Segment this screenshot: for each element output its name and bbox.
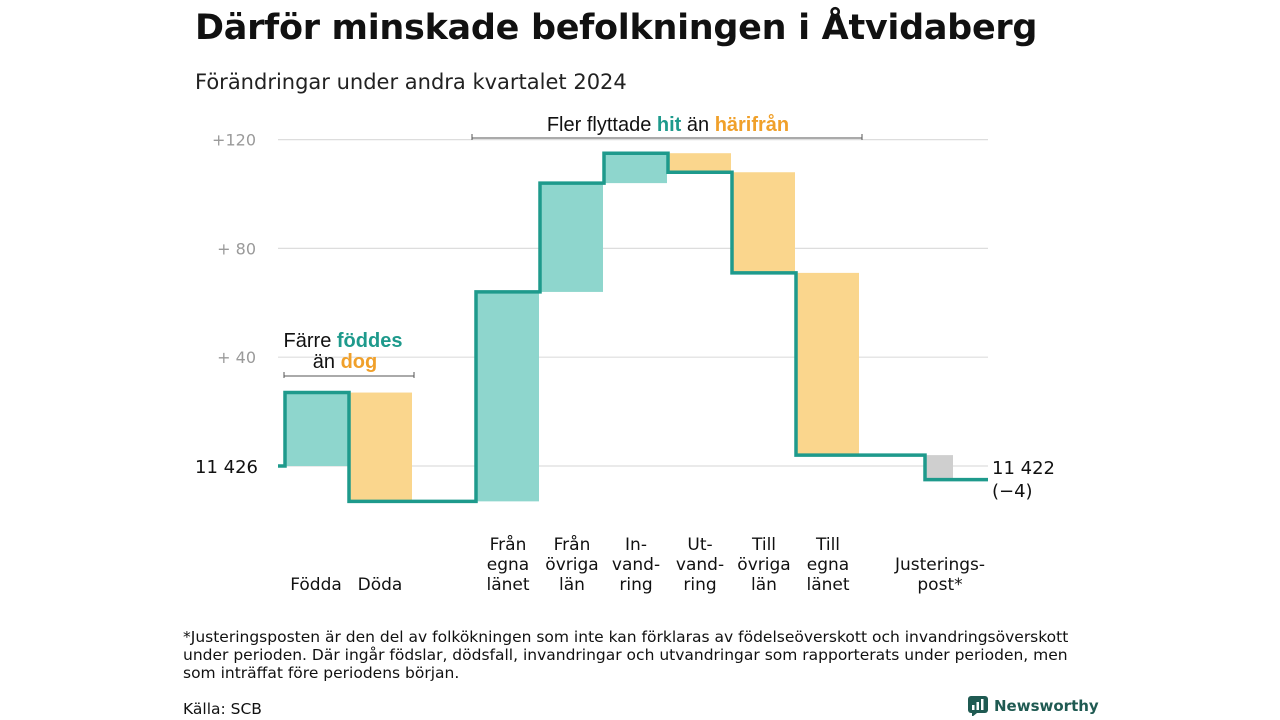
- y-tick-label: + 80: [217, 239, 256, 258]
- category-label: In-vand-ring: [612, 535, 660, 595]
- footnote: *Justeringsposten är den del av folkökni…: [183, 628, 1069, 682]
- category-label: Från övriga län: [545, 534, 598, 595]
- source-label: Källa: SCB: [183, 700, 262, 718]
- bar-utvandring: [668, 153, 731, 173]
- bar-födda: [285, 392, 348, 466]
- category-label: Justerings-post*: [894, 555, 985, 595]
- cumulative-step-line: [278, 151, 988, 504]
- bar-tillövrigalän: [732, 172, 795, 273]
- bar-frånövrigalän: [540, 183, 603, 292]
- births-annotation-line1: Färre föddes: [284, 330, 403, 352]
- chart-title: Därför minskade befolkningen i Åtvidaber…: [195, 8, 1038, 48]
- brand-logo: Newsworthy: [968, 696, 1099, 716]
- bar-frånegnalänet: [476, 291, 539, 502]
- end-change-label: (−4): [992, 481, 1033, 502]
- newsworthy-icon: [968, 696, 988, 716]
- brand-name: Newsworthy: [994, 697, 1099, 715]
- category-label: Till egna länet: [806, 535, 849, 595]
- migration-annotation-bracket: [471, 134, 863, 140]
- end-value-label: 11 422: [992, 458, 1055, 479]
- waterfall-chart: +120 + 80 + 40 Födda Döda Från egna länet Från öv…: [195, 113, 1055, 595]
- chart-subtitle: Förändringar under andra kvartalet 2024: [195, 70, 627, 94]
- start-value-label: 11 426: [195, 457, 258, 478]
- category-label: Ut-vand-ring: [676, 535, 724, 595]
- bar-döda: [349, 392, 412, 502]
- bar-invandring: [604, 153, 667, 184]
- bar-justeringspost: [925, 455, 953, 480]
- migration-annotation: Fler flyttade hit än härifrån: [547, 113, 789, 136]
- y-tick-label: + 40: [217, 348, 256, 367]
- births-annotation-bracket: [283, 372, 415, 378]
- y-tick-label: +120: [212, 131, 256, 150]
- category-label: Till övriga län: [737, 535, 790, 595]
- bar-tillegnalänet: [796, 272, 859, 456]
- category-label: Födda: [290, 575, 342, 595]
- category-label: Från egna länet: [486, 534, 529, 595]
- category-label: Döda: [358, 575, 403, 595]
- births-annotation-line2: än dog: [313, 351, 377, 373]
